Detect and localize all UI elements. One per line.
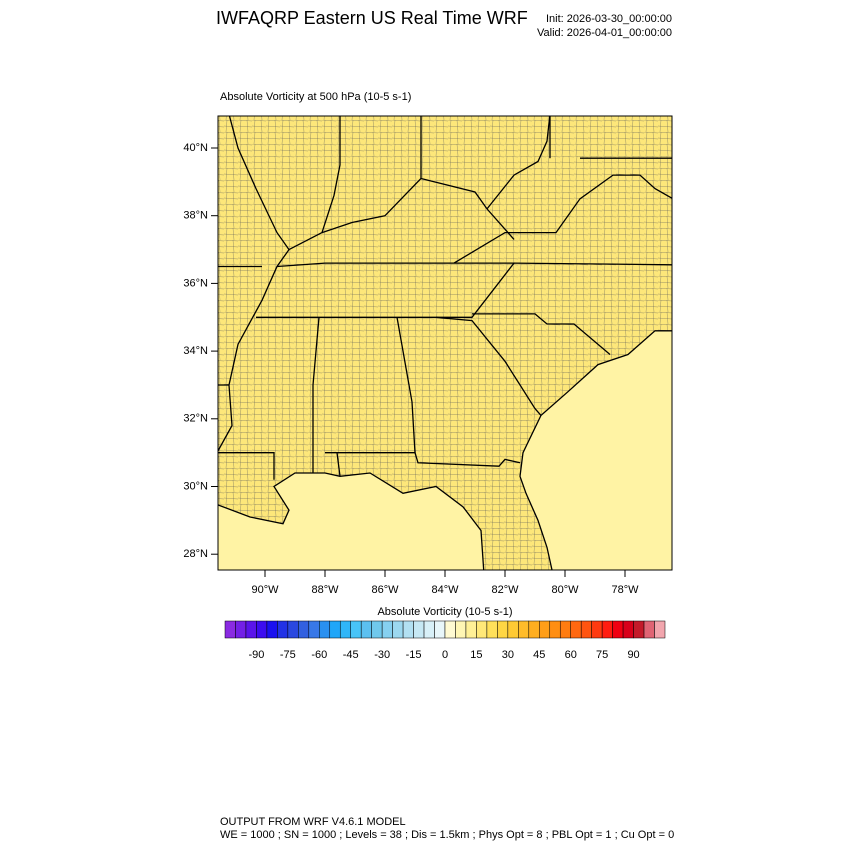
- lat-label: 28°N: [183, 548, 208, 560]
- colorbar-box: [497, 620, 509, 639]
- colorbar-box: [423, 620, 435, 639]
- main-title: IWFAQRP Eastern US Real Time WRF: [216, 8, 528, 28]
- colorbar-label: 90: [627, 649, 639, 661]
- colorbar-box: [580, 620, 592, 639]
- colorbar-box: [256, 620, 268, 639]
- state-border: [435, 316, 542, 416]
- colorbar-box: [476, 620, 488, 639]
- colorbar-box: [601, 620, 613, 639]
- colorbar-box: [308, 620, 320, 639]
- colorbar-box: [371, 620, 383, 639]
- colorbar-box: [528, 620, 540, 639]
- state-border: [312, 317, 320, 473]
- colorbar-box: [518, 620, 530, 639]
- colorbar-box: [266, 620, 278, 639]
- colorbar-label: 30: [502, 649, 514, 661]
- colorbar-label: 0: [442, 649, 448, 661]
- map: [218, 116, 672, 570]
- colorbar-box: [486, 620, 498, 639]
- state-border: [420, 177, 515, 240]
- colorbar-box: [402, 620, 414, 639]
- colorbar-box: [287, 620, 299, 639]
- lat-label: 34°N: [183, 345, 208, 357]
- footer-line: WE = 1000 ; SN = 1000 ; Levels = 38 ; Di…: [220, 829, 674, 841]
- colorbar-label: 45: [533, 649, 545, 661]
- colorbar-label: 15: [470, 649, 482, 661]
- colorbar-label: -15: [406, 649, 422, 661]
- colorbar-label: -60: [311, 649, 327, 661]
- colorbar-box: [319, 620, 331, 639]
- state-border: [288, 116, 341, 251]
- colorbar-label: -30: [374, 649, 390, 661]
- lon-label: 90°W: [251, 584, 279, 596]
- lat-label: 36°N: [183, 277, 208, 289]
- colorbar-title: Absolute Vorticity (10-5 s-1): [377, 606, 512, 618]
- colorbar-box: [643, 620, 655, 639]
- colorbar-box: [245, 620, 257, 639]
- colorbar-box: [622, 620, 634, 639]
- lon-label: 86°W: [371, 584, 399, 596]
- lon-label: 88°W: [311, 584, 339, 596]
- state-border: [453, 174, 672, 264]
- state-border: [486, 116, 551, 210]
- colorbar-box: [507, 620, 519, 639]
- colorbar-box: [329, 620, 341, 639]
- lon-label: 82°W: [491, 584, 519, 596]
- state-border: [321, 116, 422, 234]
- colorbar-box: [539, 620, 551, 639]
- colorbar-box: [339, 620, 351, 639]
- lon-label: 84°W: [431, 584, 459, 596]
- colorbar-box: [381, 620, 393, 639]
- plot-title: Absolute Vorticity at 500 hPa (10-5 s-1): [220, 91, 411, 103]
- colorbar-box: [455, 620, 467, 639]
- ocean: [520, 330, 672, 570]
- valid-time: Valid: 2026-04-01_00:00:00: [537, 27, 672, 39]
- colorbar-label: 60: [565, 649, 577, 661]
- lat-label: 32°N: [183, 413, 208, 425]
- colorbar-box: [360, 620, 372, 639]
- colorbar-box: [559, 620, 571, 639]
- state-border: [472, 313, 611, 355]
- colorbar-box: [444, 620, 456, 639]
- colorbar-label: -75: [280, 649, 296, 661]
- colorbar-box: [591, 620, 603, 639]
- colorbar-box: [298, 620, 310, 639]
- colorbar-box: [654, 620, 666, 639]
- colorbar-box: [612, 620, 624, 639]
- ocean: [218, 473, 484, 570]
- state-border: [218, 452, 275, 480]
- colorbar-box: [633, 620, 645, 639]
- colorbar-box: [392, 620, 404, 639]
- colorbar-box: [413, 620, 425, 639]
- lon-label: 80°W: [551, 584, 579, 596]
- coastline: [218, 472, 485, 570]
- colorbar-box: [549, 620, 561, 639]
- footer-line: OUTPUT FROM WRF V4.6.1 MODEL: [220, 816, 406, 828]
- state-border: [396, 317, 521, 467]
- colorbar-box: [235, 620, 247, 639]
- colorbar-box: [570, 620, 582, 639]
- colorbar-box: [277, 620, 289, 639]
- colorbar-box: [224, 620, 236, 639]
- colorbar-label: -45: [343, 649, 359, 661]
- colorbar-box: [465, 620, 477, 639]
- lon-label: 78°W: [611, 584, 639, 596]
- lat-label: 38°N: [183, 210, 208, 222]
- colorbar: -90 -75 -60 -45 -30 -15 0 15 30 45 60 75 90: [224, 620, 666, 661]
- coastline: [519, 330, 672, 570]
- colorbar-box: [350, 620, 362, 639]
- colorbar-label: -90: [248, 649, 264, 661]
- lat-label: 30°N: [183, 480, 208, 492]
- init-time: Init: 2026-03-30_00:00:00: [546, 13, 672, 25]
- lat-label: 40°N: [183, 142, 208, 154]
- colorbar-label: 75: [596, 649, 608, 661]
- colorbar-box: [434, 620, 446, 639]
